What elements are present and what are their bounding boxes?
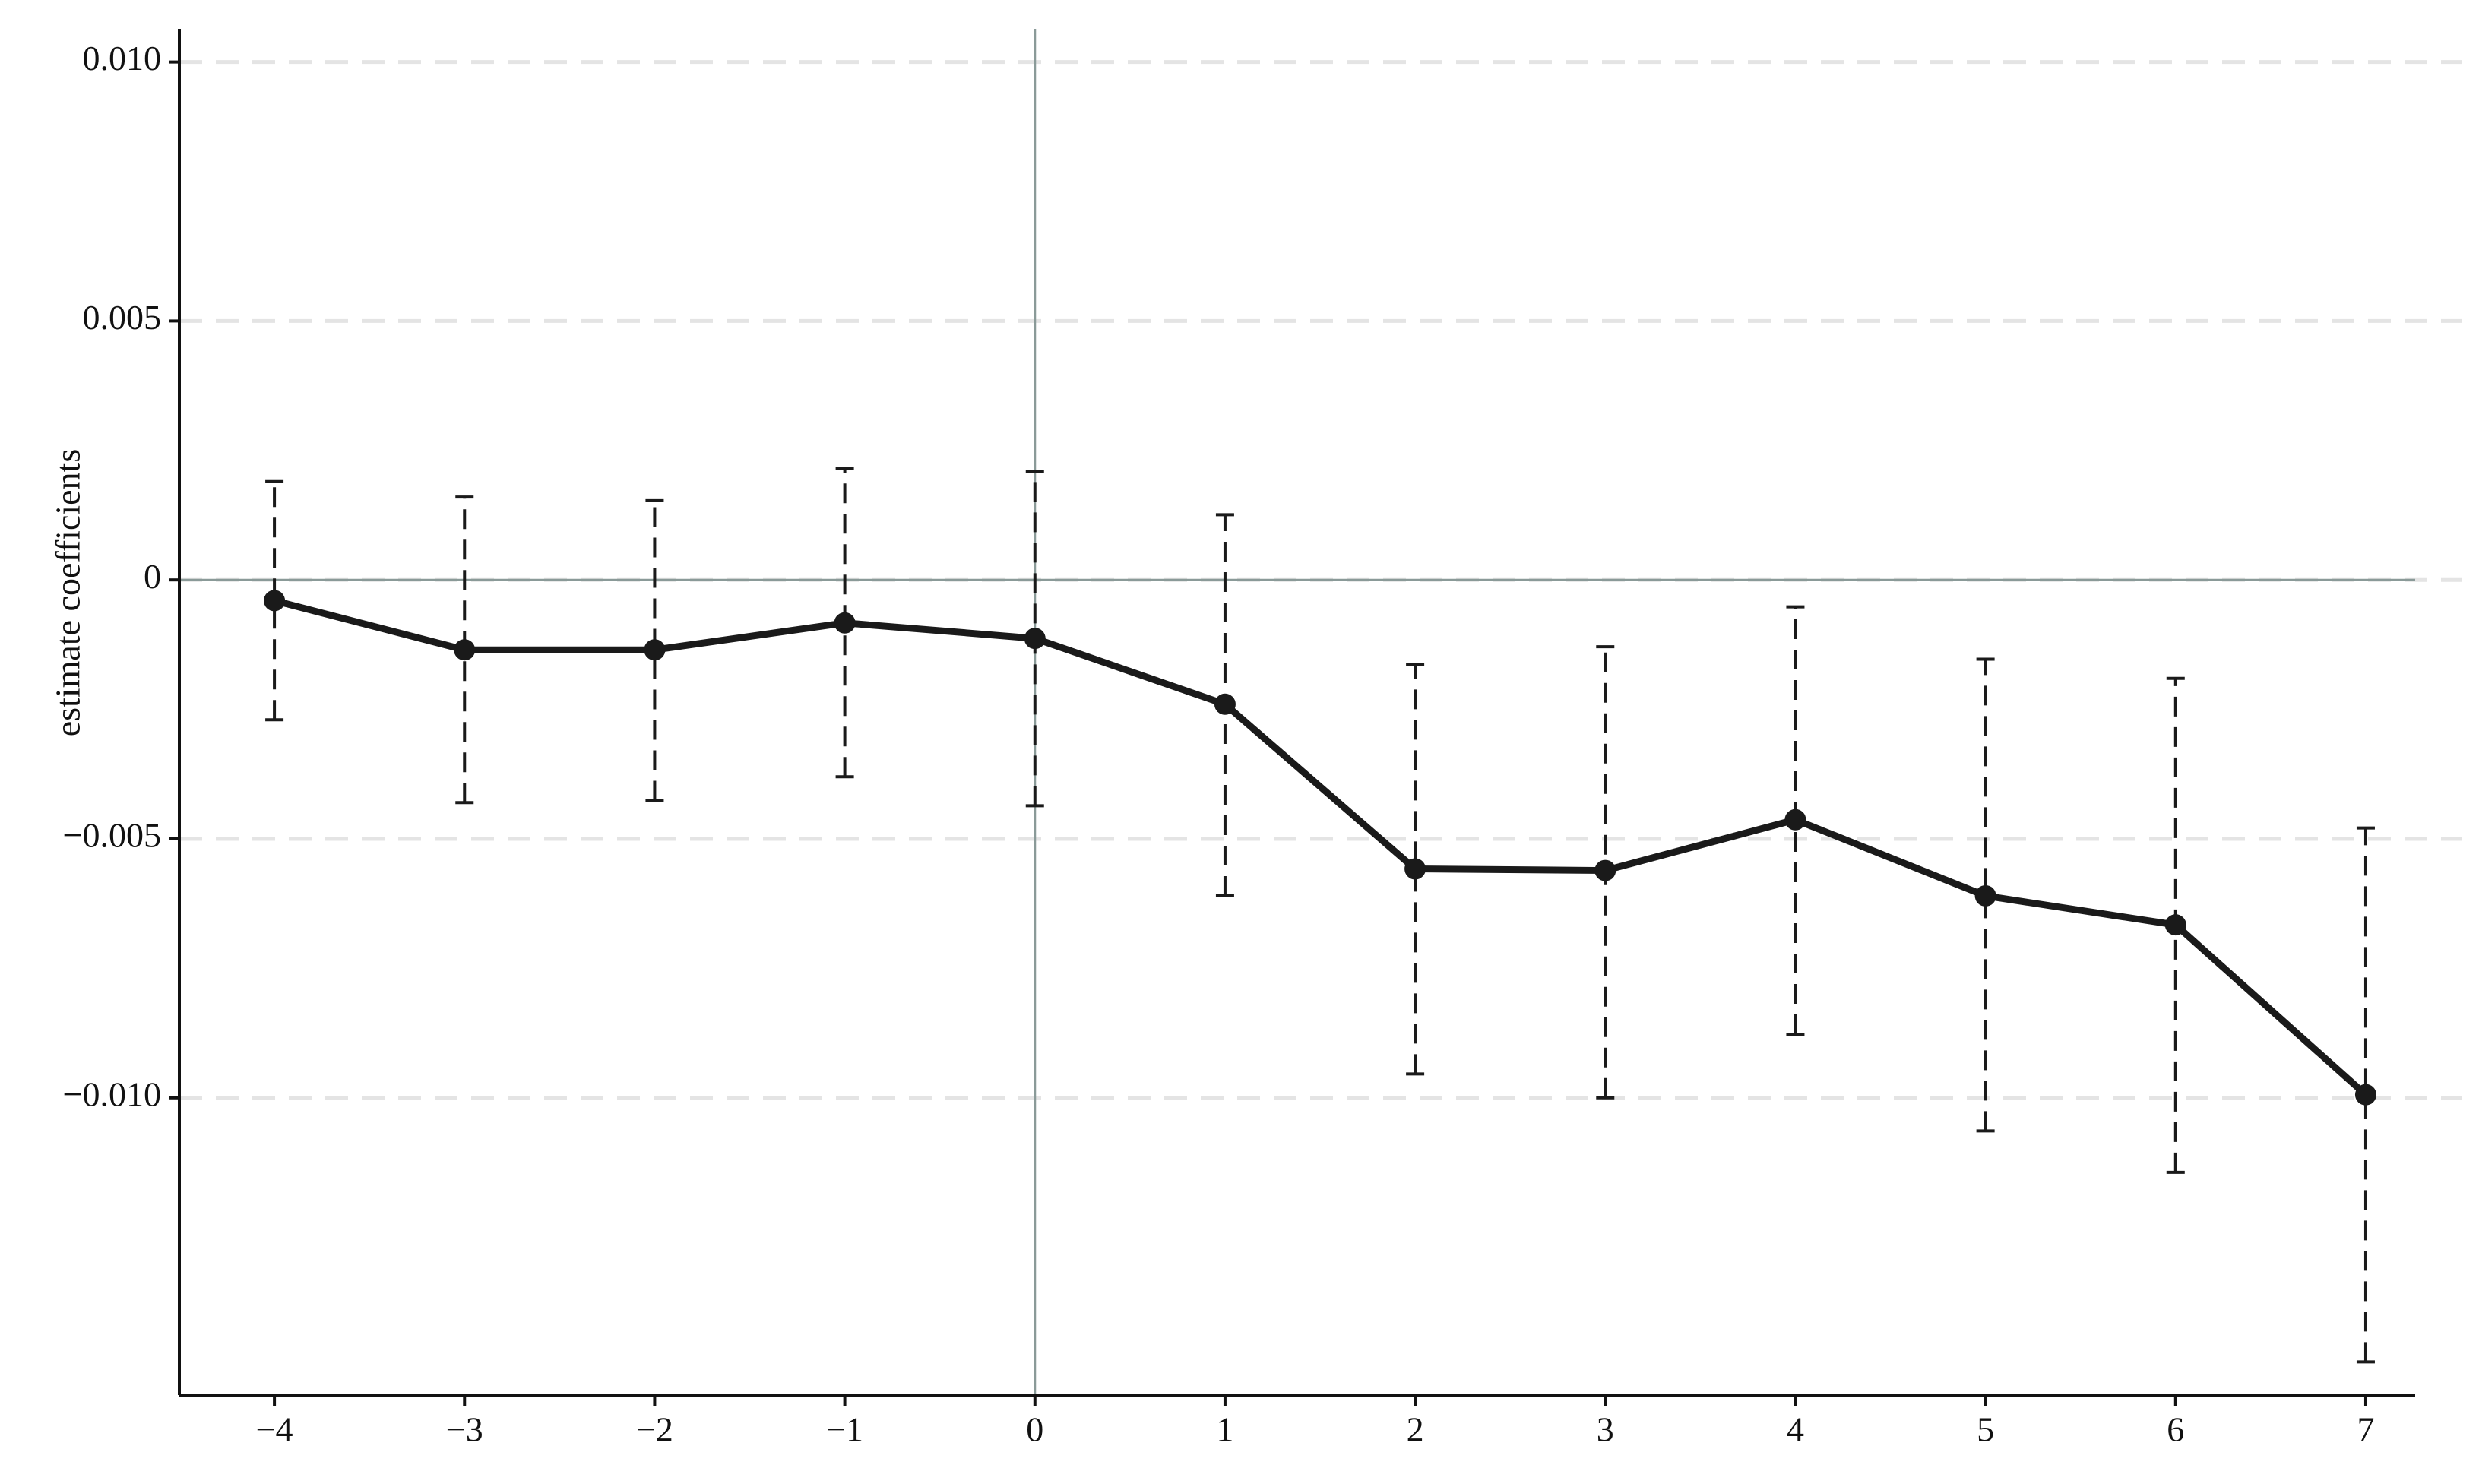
point [2164, 914, 2186, 936]
x-tick-label: 3 [1597, 1410, 1614, 1449]
y-tick-label: 0 [144, 557, 161, 596]
x-tick-label: 5 [1977, 1410, 1994, 1449]
x-tick-label: 1 [1216, 1410, 1233, 1449]
x-tick-label: −4 [256, 1410, 293, 1449]
point [1784, 808, 1806, 831]
point [834, 612, 856, 634]
point [264, 590, 286, 612]
point [1024, 628, 1046, 650]
x-tick-label: 2 [1407, 1410, 1424, 1449]
y-tick-label: 0.010 [83, 39, 162, 78]
y-axis-label: estimate coefficients [49, 449, 87, 737]
y-tick-label: −0.005 [63, 816, 161, 855]
x-tick-label: −3 [446, 1410, 483, 1449]
y-tick-label: 0.005 [83, 298, 162, 337]
point [644, 639, 666, 661]
point [454, 639, 476, 661]
line [273, 597, 2368, 1098]
x-tick-label: 4 [1787, 1410, 1804, 1449]
x-tick-label: 7 [2357, 1410, 2374, 1449]
point [1594, 859, 1616, 881]
x-tick-label: 0 [1026, 1410, 1043, 1449]
point [2354, 1084, 2376, 1106]
point [1214, 693, 1236, 715]
point [1404, 858, 1426, 880]
x-tick-label: 6 [2167, 1410, 2184, 1449]
y-tick-label: −0.010 [63, 1074, 161, 1113]
point [1974, 884, 1996, 907]
x-tick-label: −2 [636, 1410, 673, 1449]
x-tick-label: −1 [826, 1410, 863, 1449]
